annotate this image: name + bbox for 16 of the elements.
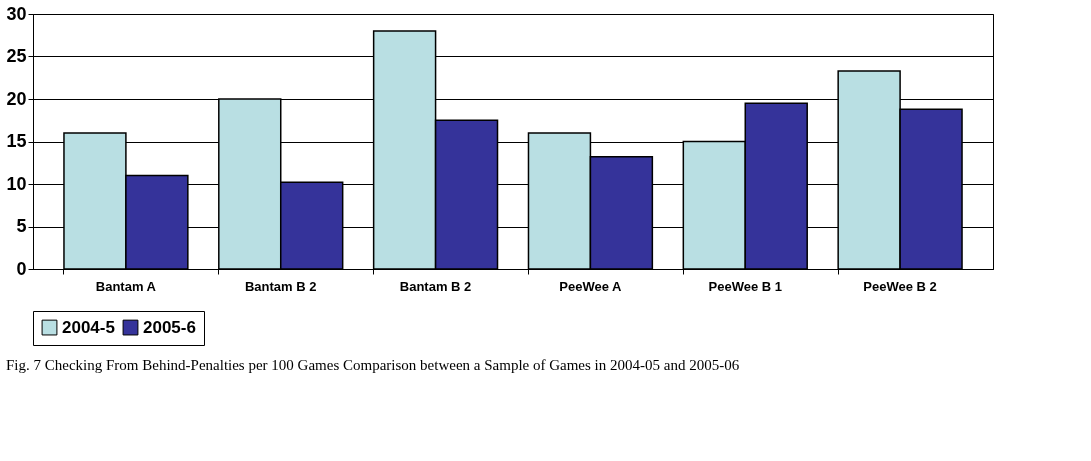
legend-label: 2004-5	[62, 317, 115, 337]
y-tick-label: 25	[6, 46, 27, 66]
y-tick-label: 15	[6, 131, 27, 151]
y-tick-label: 10	[6, 173, 27, 194]
legend-label: 2005-6	[143, 317, 196, 337]
caption: Fig. 7 Checking From Behind-Penalties per 100 Games Comparison between a Sample of Games in 2004-05 and 2005-06	[5, 356, 740, 373]
x-tick-label: PeeWee B 1	[708, 278, 782, 294]
x-tick-label: PeeWee B 2	[863, 278, 937, 294]
y-tick-label: 20	[6, 88, 27, 109]
x-tick-label: PeeWee A	[559, 278, 623, 294]
y-tick-label: 30	[6, 3, 27, 24]
x-tick-label: Bantam B 2	[399, 278, 472, 294]
y-tick-label: 0	[16, 258, 27, 279]
x-tick-label: Bantam B 2	[244, 278, 317, 294]
x-tick-label: Bantam A	[95, 278, 157, 294]
y-tick-label: 5	[16, 216, 27, 236]
